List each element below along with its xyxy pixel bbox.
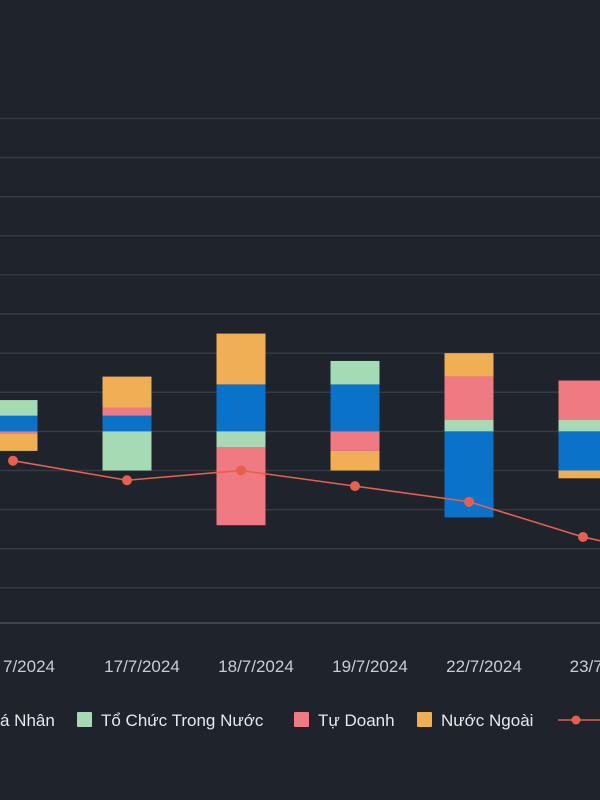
x-tick-label: 19/7/2024 xyxy=(332,657,408,676)
legend-swatch xyxy=(77,712,92,727)
bar-segment[interactable] xyxy=(0,415,38,432)
bar-segment[interactable] xyxy=(0,400,38,416)
x-tick-label: 7/2024 xyxy=(3,657,55,676)
stacked-bars xyxy=(0,333,600,526)
bar-stack xyxy=(558,380,600,479)
bar-segment[interactable] xyxy=(102,415,152,432)
legend-swatch xyxy=(417,712,432,727)
legend-item[interactable]: Tự Doanh xyxy=(294,711,395,730)
bar-segment[interactable] xyxy=(216,384,266,432)
bar-segment[interactable] xyxy=(102,407,152,416)
x-tick-label: 18/7/2024 xyxy=(218,657,294,676)
bar-stack xyxy=(444,353,494,518)
legend-label: Tự Doanh xyxy=(318,711,395,730)
bar-segment[interactable] xyxy=(216,333,266,385)
bar-segment[interactable] xyxy=(0,433,38,451)
line-point[interactable] xyxy=(236,465,246,476)
line-series xyxy=(8,455,600,542)
bar-segment[interactable] xyxy=(102,376,152,408)
line-point[interactable] xyxy=(578,531,588,542)
legend-swatch xyxy=(294,712,309,727)
bar-segment[interactable] xyxy=(330,360,380,385)
bar-segment[interactable] xyxy=(330,384,380,432)
line-point[interactable] xyxy=(122,475,132,486)
bar-segment[interactable] xyxy=(330,431,380,451)
legend-item-line[interactable] xyxy=(558,715,600,725)
bar-segment[interactable] xyxy=(558,431,600,471)
legend-item[interactable]: á Nhân xyxy=(0,711,55,730)
x-axis: 7/2024 17/7/2024 18/7/2024 19/7/2024 22/7/20… xyxy=(0,622,600,676)
bar-segment[interactable] xyxy=(444,376,494,420)
bar-segment[interactable] xyxy=(330,450,380,471)
bar-segment[interactable] xyxy=(444,353,494,377)
bar-segment[interactable] xyxy=(444,419,494,432)
x-tick-label: 23/7/20 xyxy=(570,657,600,676)
legend-label: Tổ Chức Trong Nước xyxy=(101,711,264,730)
legend-item[interactable]: Nước Ngoài xyxy=(417,711,533,730)
legend-item[interactable]: Tổ Chức Trong Nước xyxy=(77,711,264,730)
bar-stack xyxy=(216,333,266,526)
bar-segment[interactable] xyxy=(558,419,600,432)
legend-label: á Nhân xyxy=(0,711,55,730)
line-point[interactable] xyxy=(464,496,474,507)
bar-segment[interactable] xyxy=(0,431,38,434)
grid xyxy=(0,117,600,589)
bar-stack xyxy=(102,376,152,471)
bar-stack xyxy=(0,400,38,451)
line-path xyxy=(12,459,600,542)
legend: á Nhân Tổ Chức Trong Nước Tự Doanh Nước Ngo… xyxy=(0,711,600,730)
line-point[interactable] xyxy=(350,481,360,492)
bar-segment[interactable] xyxy=(102,431,152,471)
bar-segment[interactable] xyxy=(558,470,600,479)
x-tick-label: 22/7/2024 xyxy=(446,657,522,676)
bar-segment[interactable] xyxy=(216,431,266,447)
legend-line-marker xyxy=(571,715,581,725)
x-tick-label: 17/7/2024 xyxy=(104,657,180,676)
line-point[interactable] xyxy=(8,455,18,466)
legend-label: Nước Ngoài xyxy=(441,711,533,730)
bar-stack xyxy=(330,360,380,471)
bar-segment[interactable] xyxy=(216,447,266,526)
bar-segment[interactable] xyxy=(558,380,600,420)
